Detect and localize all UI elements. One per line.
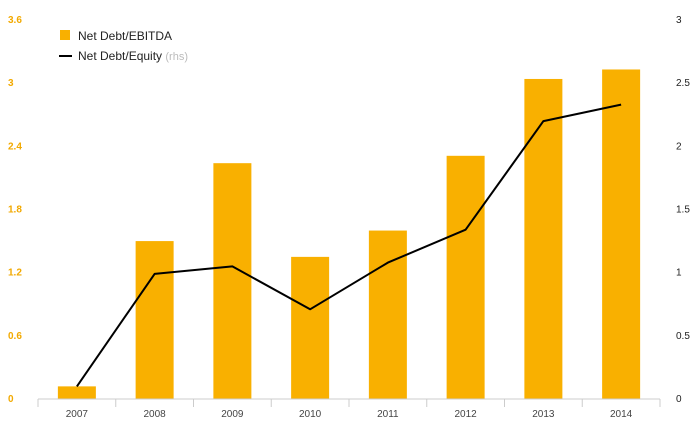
bar-2009 (213, 163, 252, 399)
y-left-tick-label: 1.8 (8, 205, 22, 216)
x-tick-label: 2007 (66, 409, 89, 420)
x-tick-label: 2014 (610, 409, 633, 420)
y-right-tick-label: 2 (676, 141, 682, 152)
y-right-tick-label: 1.5 (676, 205, 690, 216)
y-right-tick-label: 1 (676, 268, 682, 279)
bar-2011 (368, 230, 407, 399)
y-right-tick-label: 3 (676, 15, 682, 26)
y-right-tick-label: 0.5 (676, 331, 690, 342)
x-tick-label: 2009 (221, 409, 244, 420)
legend-swatch-ebitda (60, 30, 70, 40)
bars-layer (57, 69, 641, 399)
legend: Net Debt/EBITDA Net Debt/Equity (rhs) (59, 29, 188, 63)
x-tick-label: 2012 (455, 409, 478, 420)
x-tick-label: 2010 (299, 409, 322, 420)
legend-label-ebitda: Net Debt/EBITDA (78, 29, 172, 43)
x-tick-label: 2008 (144, 409, 167, 420)
bar-2007 (57, 386, 96, 399)
y-left-ticks: 0 0.6 1.2 1.8 2.4 3 3.6 (8, 15, 22, 405)
x-tick-label: 2011 (377, 409, 399, 420)
x-ticks: 2007 2008 2009 2010 2011 2012 2013 2014 (37, 399, 661, 420)
y-left-tick-label: 0.6 (8, 331, 22, 342)
legend-equity-name: Net Debt/Equity (78, 49, 162, 63)
x-tick-label: 2013 (532, 409, 555, 420)
bar-2014 (602, 69, 641, 399)
bar-2008 (135, 241, 174, 399)
bar-2013 (524, 78, 563, 399)
y-right-ticks: 0 0.5 1 1.5 2 2.5 3 (676, 15, 690, 405)
legend-equity-rhs-note: (rhs) (165, 51, 188, 63)
net-debt-equity-line (76, 103, 622, 387)
y-right-tick-label: 2.5 (676, 78, 690, 89)
legend-label-equity: Net Debt/Equity (rhs) (78, 49, 188, 63)
y-left-tick-label: 2.4 (8, 141, 22, 152)
y-left-tick-label: 1.2 (8, 268, 22, 279)
bar-2010 (291, 256, 330, 399)
y-left-tick-label: 3 (8, 78, 14, 89)
y-left-tick-label: 0 (8, 394, 14, 405)
bar-2012 (446, 155, 485, 399)
y-right-tick-label: 0 (676, 394, 682, 405)
y-left-tick-label: 3.6 (8, 15, 22, 26)
